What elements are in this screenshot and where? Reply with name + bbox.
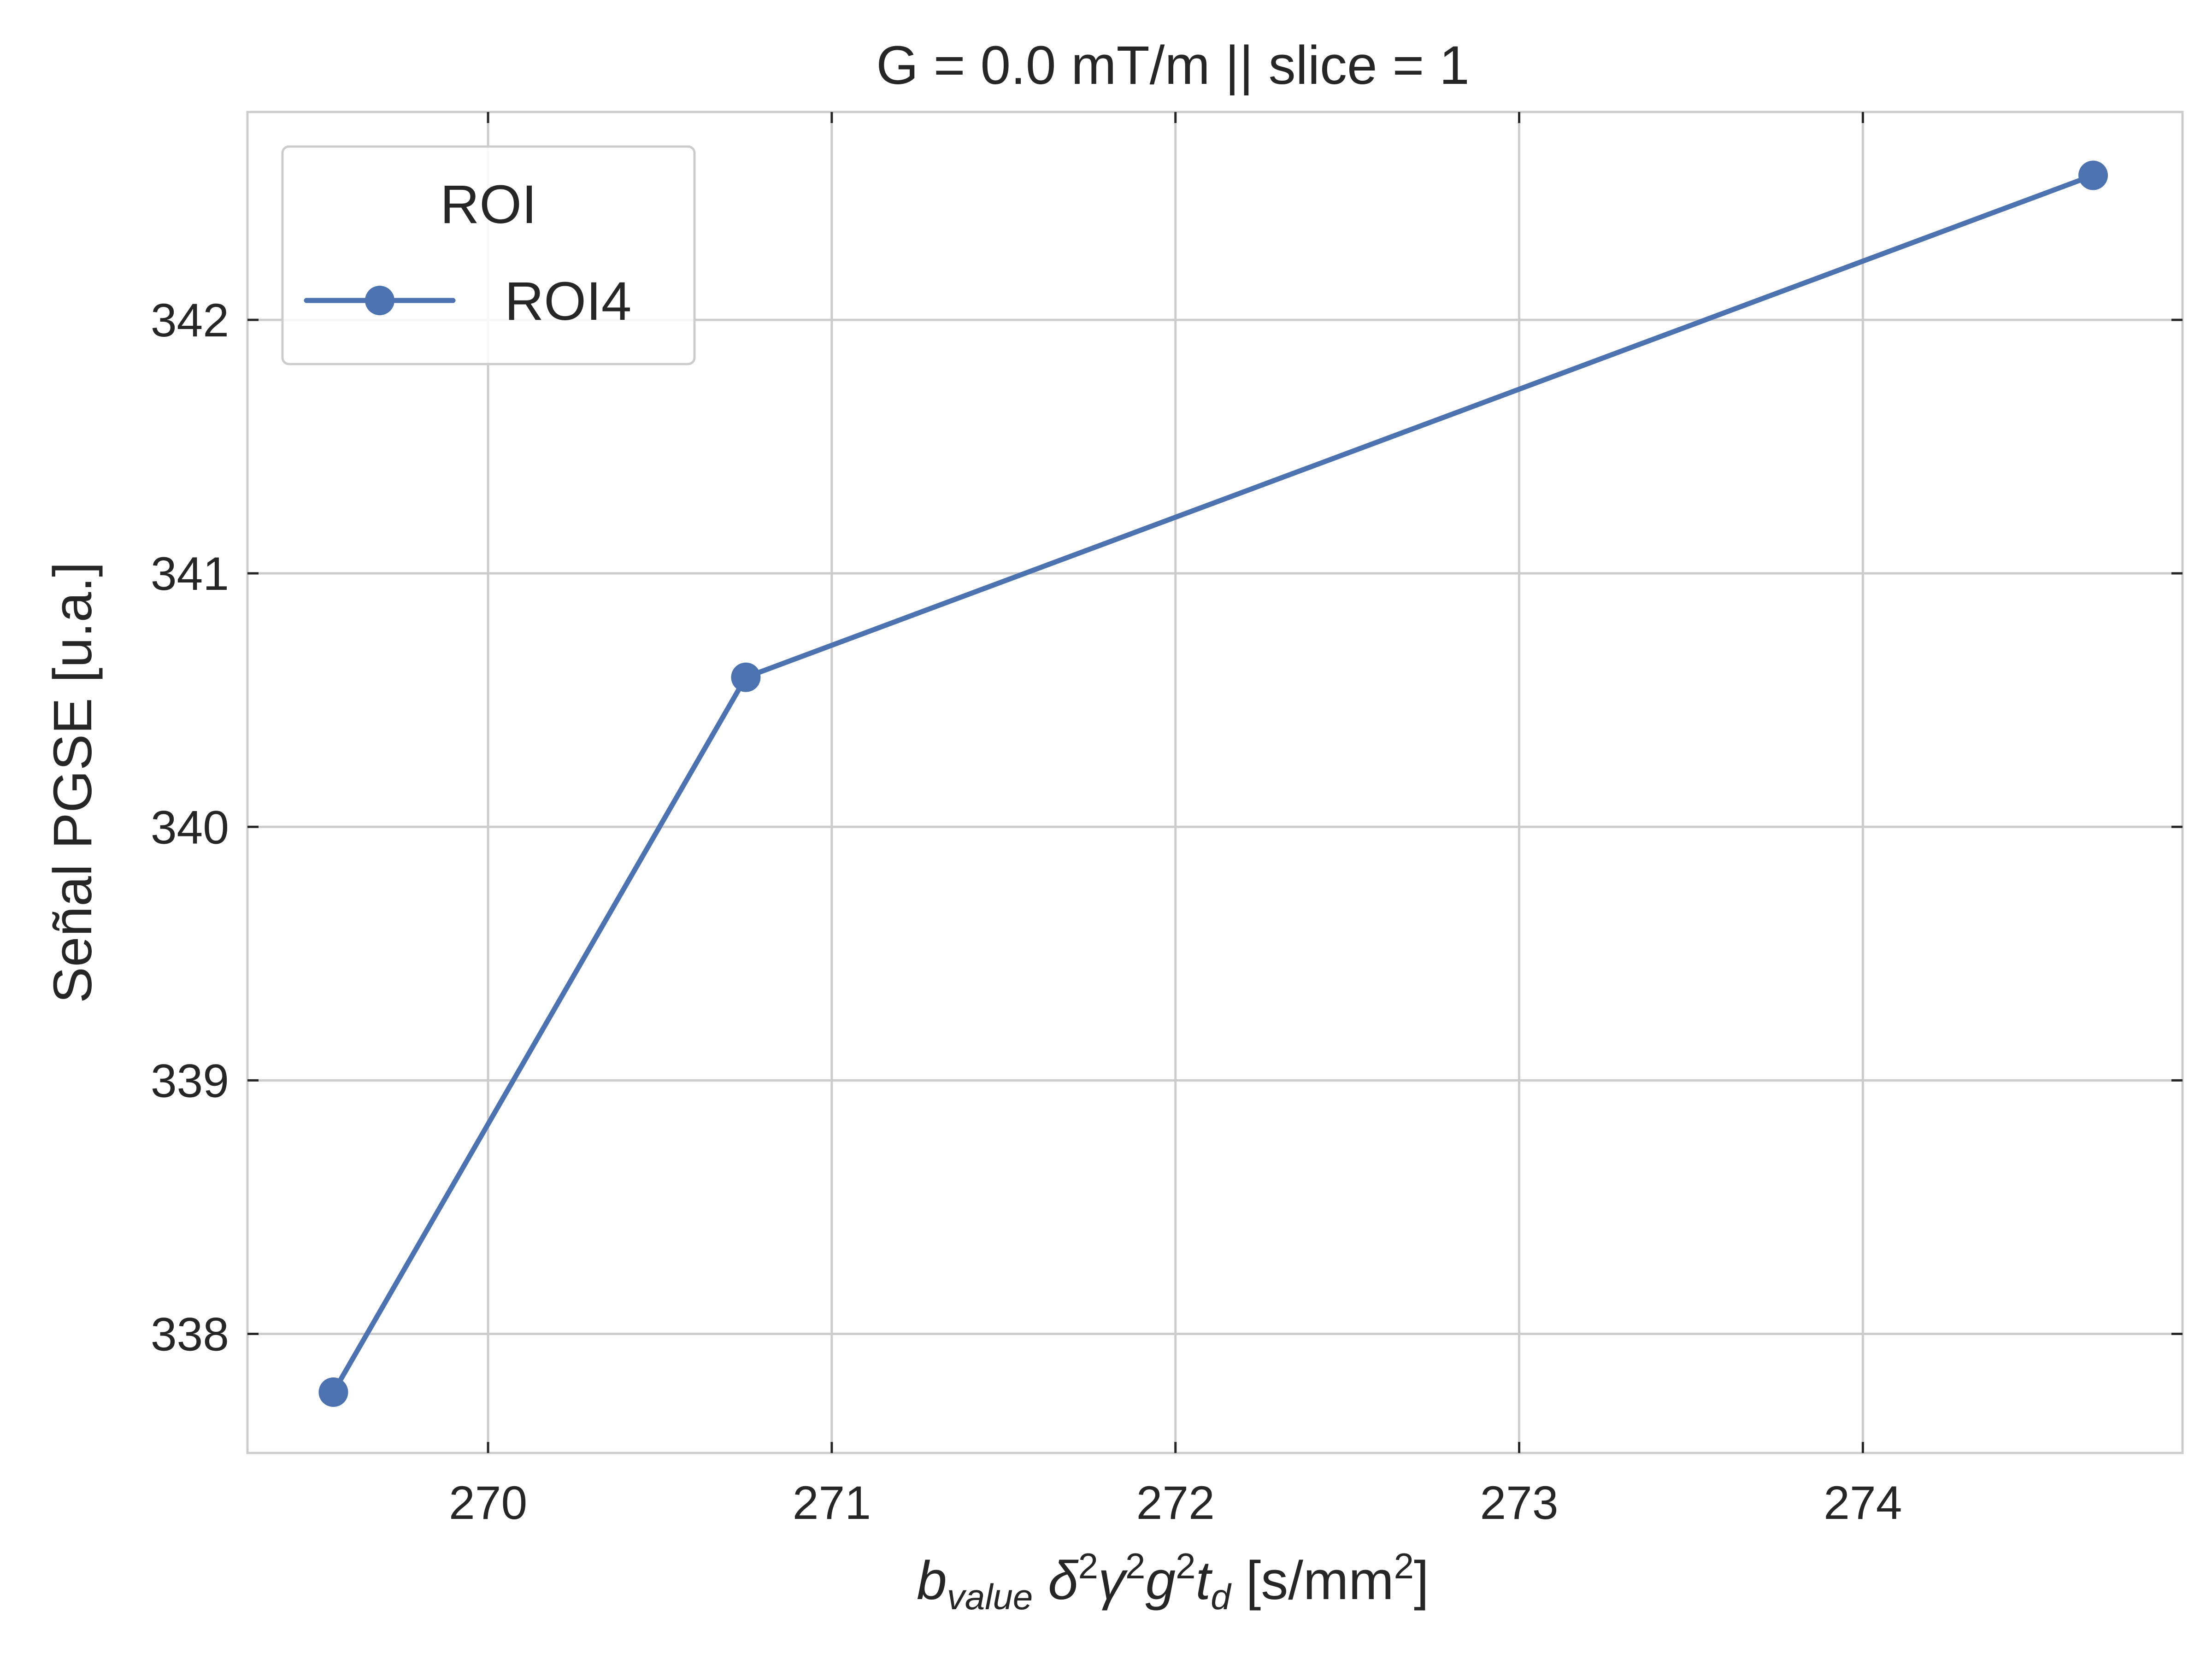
y-tick-label: 342 bbox=[151, 294, 229, 347]
grid bbox=[247, 112, 2183, 1453]
x-tick-label: 270 bbox=[449, 1477, 527, 1529]
data-point bbox=[2078, 160, 2108, 190]
x-tick-label: 271 bbox=[793, 1477, 871, 1529]
y-tick-label: 341 bbox=[151, 547, 229, 600]
y-tick-label: 339 bbox=[151, 1054, 229, 1107]
data-point bbox=[318, 1377, 348, 1407]
legend-marker bbox=[365, 286, 394, 315]
legend-title: ROI bbox=[440, 174, 537, 235]
chart-title: G = 0.0 mT/m || slice = 1 bbox=[876, 35, 1470, 96]
y-tick-label: 338 bbox=[151, 1308, 229, 1360]
legend-entry-roi4: ROI4 bbox=[505, 271, 631, 332]
y-axis-label: Señal PGSE [u.a.] bbox=[42, 562, 103, 1003]
legend: ROI ROI4 bbox=[281, 145, 696, 365]
x-tick-label: 274 bbox=[1824, 1477, 1902, 1529]
x-tick-label: 273 bbox=[1480, 1477, 1558, 1529]
axis-ticks: 270 271 272 273 274 338 339 340 341 342 bbox=[151, 112, 2183, 1529]
series-layer bbox=[318, 160, 2108, 1407]
data-point bbox=[731, 662, 761, 692]
x-axis-label: bvalue δ2γ2g2td [s/mm2] bbox=[917, 1546, 1429, 1617]
y-tick-label: 340 bbox=[151, 801, 229, 853]
x-tick-label: 272 bbox=[1136, 1477, 1215, 1529]
plot-frame bbox=[246, 111, 2184, 1454]
